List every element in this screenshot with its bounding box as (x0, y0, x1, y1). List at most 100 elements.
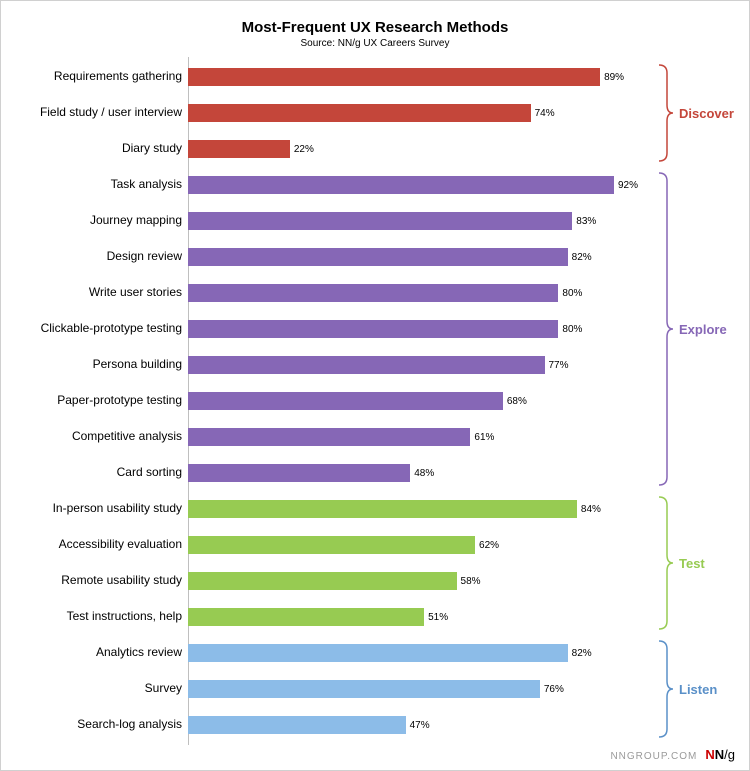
row-label: Clickable-prototype testing (13, 322, 188, 335)
bar (188, 464, 410, 482)
bar-row: Clickable-prototype testing 80% (13, 311, 651, 347)
bar-track: 76% (188, 671, 651, 707)
group-block: Listen (657, 635, 737, 743)
chart-subtitle: Source: NN/g UX Careers Survey (13, 38, 737, 49)
bar-track: 92% (188, 167, 651, 203)
bar-track: 82% (188, 635, 651, 671)
row-label: Journey mapping (13, 214, 188, 227)
bar (188, 716, 406, 734)
row-label: Design review (13, 250, 188, 263)
row-label: Field study / user interview (13, 106, 188, 119)
chart-title: Most-Frequent UX Research Methods (13, 19, 737, 36)
bar (188, 140, 290, 158)
row-label: Write user stories (13, 286, 188, 299)
value-label: 47% (410, 720, 430, 731)
bar (188, 176, 614, 194)
value-label: 51% (428, 612, 448, 623)
row-label: Card sorting (13, 466, 188, 479)
bar-track: 89% (188, 59, 651, 95)
group-block: Discover (657, 59, 737, 167)
bar (188, 248, 568, 266)
bar (188, 500, 577, 518)
chart-frame: Most-Frequent UX Research Methods Source… (0, 0, 750, 771)
bar-row: Design review 82% (13, 239, 651, 275)
bar-row: Persona building 77% (13, 347, 651, 383)
bar-row: In-person usability study 84% (13, 491, 651, 527)
bar-track: 22% (188, 131, 651, 167)
value-label: 77% (549, 360, 569, 371)
bar-row: Journey mapping 83% (13, 203, 651, 239)
value-label: 80% (562, 288, 582, 299)
bar (188, 356, 545, 374)
bar-track: 74% (188, 95, 651, 131)
value-label: 58% (461, 576, 481, 587)
bracket-icon (657, 491, 675, 635)
bar-track: 51% (188, 599, 651, 635)
bar-track: 61% (188, 419, 651, 455)
value-label: 74% (535, 108, 555, 119)
group-label: Listen (679, 682, 717, 697)
value-label: 83% (576, 216, 596, 227)
group-block: Explore (657, 167, 737, 491)
row-label: Persona building (13, 358, 188, 371)
bar (188, 608, 424, 626)
bar-row: Competitive analysis 61% (13, 419, 651, 455)
bar-track: 48% (188, 455, 651, 491)
footer-url: NNGROUP.COM (610, 751, 697, 762)
value-label: 84% (581, 504, 601, 515)
bar-row: Survey 76% (13, 671, 651, 707)
bar (188, 572, 457, 590)
row-label: Diary study (13, 142, 188, 155)
row-label: In-person usability study (13, 502, 188, 515)
bar-rows: Requirements gathering 89% Field study / u… (13, 59, 651, 743)
row-label: Accessibility evaluation (13, 538, 188, 551)
bar-row: Analytics review82% (13, 635, 651, 671)
bar-row: Write user stories 80% (13, 275, 651, 311)
bar-track: 77% (188, 347, 651, 383)
row-label: Competitive analysis (13, 430, 188, 443)
bar-track: 83% (188, 203, 651, 239)
bar-track: 68% (188, 383, 651, 419)
value-label: 82% (572, 252, 592, 263)
bar-row: Requirements gathering 89% (13, 59, 651, 95)
value-label: 62% (479, 540, 499, 551)
bar-row: Paper-prototype testing 68% (13, 383, 651, 419)
value-label: 61% (474, 432, 494, 443)
group-brackets: Discover ExploreTest Listen (657, 59, 737, 743)
bar (188, 644, 568, 662)
chart-body: Requirements gathering 89% Field study / u… (13, 59, 737, 743)
bar-row: Task analysis92% (13, 167, 651, 203)
value-label: 76% (544, 684, 564, 695)
bar (188, 104, 531, 122)
row-label: Search-log analysis (13, 718, 188, 731)
footer: NNGROUP.COM NN/g (610, 747, 735, 762)
bar (188, 536, 475, 554)
bracket-icon (657, 635, 675, 743)
bar-track: 62% (188, 527, 651, 563)
bar (188, 320, 558, 338)
bar-row: Remote usability study58% (13, 563, 651, 599)
bar-row: Accessibility evaluation 62% (13, 527, 651, 563)
value-label: 68% (507, 396, 527, 407)
bar (188, 392, 503, 410)
value-label: 80% (562, 324, 582, 335)
bar-row: Search-log analysis 47% (13, 707, 651, 743)
row-label: Requirements gathering (13, 70, 188, 83)
group-block: Test (657, 491, 737, 635)
bar-track: 58% (188, 563, 651, 599)
bar-track: 80% (188, 275, 651, 311)
bar-track: 47% (188, 707, 651, 743)
bracket-icon (657, 167, 675, 491)
value-label: 22% (294, 144, 314, 155)
bar (188, 428, 470, 446)
value-label: 89% (604, 72, 624, 83)
bar-track: 80% (188, 311, 651, 347)
bar-track: 84% (188, 491, 651, 527)
group-label: Discover (679, 106, 734, 121)
bar (188, 68, 600, 86)
value-label: 48% (414, 468, 434, 479)
footer-logo: NN/g (705, 747, 735, 762)
row-label: Paper-prototype testing (13, 394, 188, 407)
bar (188, 212, 572, 230)
row-label: Survey (13, 682, 188, 695)
